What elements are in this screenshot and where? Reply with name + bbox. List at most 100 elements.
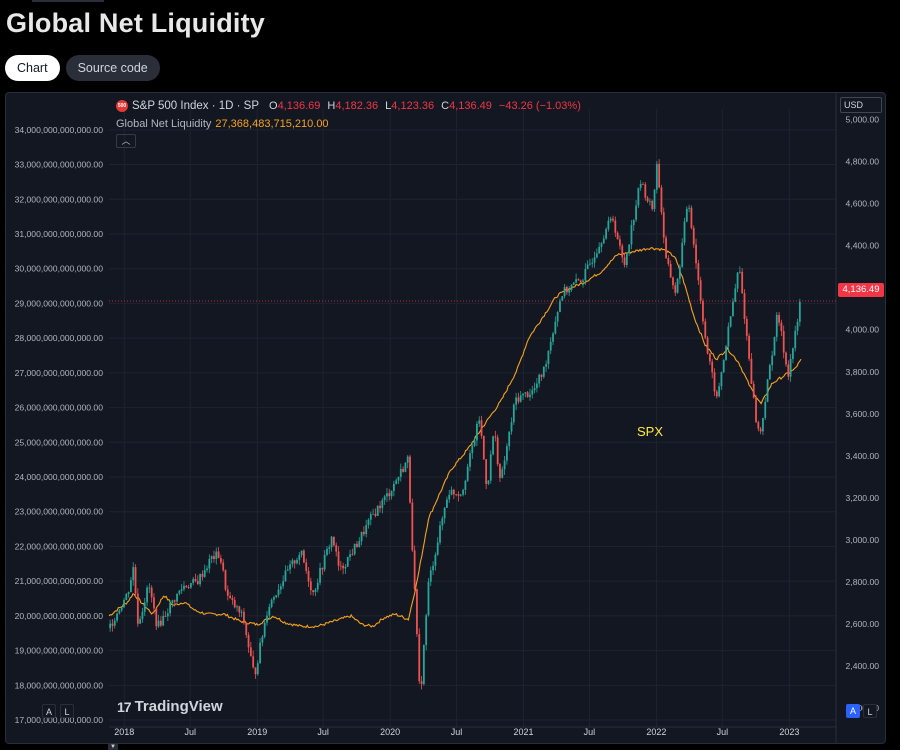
candle-body	[432, 565, 434, 571]
candle-body	[526, 392, 529, 398]
candle-body	[365, 525, 368, 535]
right-axis-tick-3: 4,400.00	[846, 241, 880, 251]
right-axis-tick-14: 2,200.00	[846, 703, 880, 713]
candle-body	[752, 383, 755, 398]
candle-body	[289, 564, 291, 570]
tradingview-logo[interactable]: 17 TradingView	[117, 698, 223, 715]
candle-body	[478, 420, 481, 424]
candle-body	[143, 602, 146, 612]
candle-body	[642, 184, 644, 185]
candle-body	[517, 397, 520, 402]
candle-body	[429, 570, 432, 582]
time-axis-tick-9: Jul	[717, 727, 729, 737]
candle-body	[651, 200, 654, 210]
candle-body	[635, 205, 637, 220]
candle-body	[524, 392, 527, 394]
candle-body	[598, 246, 601, 254]
candle-body	[575, 279, 577, 283]
left-axis-tick-5: 29,000,000,000,000.00	[15, 298, 104, 308]
left-axis-tick-4: 30,000,000,000,000.00	[15, 264, 104, 274]
right-auto-scale-button[interactable]: A	[846, 704, 860, 718]
candle-body	[743, 293, 746, 319]
tradingview-mark-icon: 17	[117, 698, 132, 715]
right-axis-tick-6: 3,800.00	[846, 367, 880, 377]
candle-body	[503, 460, 506, 470]
indicator-legend-row[interactable]: Global Net Liquidity 27,368,483,715,210.…	[116, 117, 584, 131]
candle-body	[215, 551, 218, 560]
candle-body	[130, 580, 132, 593]
candle-body	[333, 536, 335, 546]
candle-body	[153, 597, 155, 609]
left-auto-scale-button[interactable]: A	[42, 704, 56, 718]
candle-body	[469, 453, 471, 467]
candle-body	[219, 558, 222, 563]
left-axis-tick-17: 17,000,000,000,000.00	[15, 715, 104, 725]
tab-source-code[interactable]: Source code	[65, 55, 160, 81]
candle-body	[231, 598, 234, 601]
candle-body	[164, 615, 167, 617]
candle-body	[328, 547, 331, 549]
candle-body	[522, 393, 524, 396]
candle-body	[690, 207, 693, 228]
right-axis-tick-5: 4,000.00	[846, 325, 880, 335]
candle-body	[780, 322, 783, 332]
right-log-scale-button[interactable]: L	[863, 704, 877, 718]
candle-body	[351, 554, 354, 556]
candle-body	[116, 613, 118, 621]
candle-body	[298, 555, 301, 560]
candle-body	[196, 580, 199, 585]
candle-body	[547, 350, 550, 365]
candle-body	[293, 560, 296, 564]
candle-body	[367, 519, 370, 526]
chart-canvas[interactable]: 34,000,000,000,000.00 33,000,000,000,000.…	[6, 93, 886, 744]
candle-body	[132, 567, 135, 581]
left-axis-tick-3: 31,000,000,000,000.00	[15, 229, 104, 239]
candle-body	[459, 494, 462, 496]
price-change: −43.26 (−1.03%)	[498, 100, 581, 112]
candle-body	[252, 656, 255, 668]
candle-body	[178, 590, 181, 594]
currency-button[interactable]: USD	[840, 97, 882, 113]
candle-body	[787, 364, 790, 377]
candle-body	[316, 582, 319, 590]
candle-body	[150, 587, 153, 598]
chevron-down-icon[interactable]: ▼	[108, 744, 118, 750]
candle-body	[667, 258, 670, 264]
candle-body	[326, 548, 328, 555]
candle-body	[434, 554, 437, 566]
candle-body	[217, 551, 220, 559]
tab-chart[interactable]: Chart	[5, 55, 60, 81]
left-log-scale-button[interactable]: L	[60, 704, 74, 718]
candle-body	[273, 597, 275, 600]
candle-body	[342, 565, 345, 569]
candle-body	[565, 286, 568, 293]
candle-body	[496, 437, 499, 465]
candle-body	[766, 379, 769, 402]
symbol-legend-row[interactable]: 500 S&P 500 Index · 1D · SP O4,136.69 H4…	[116, 99, 584, 113]
candle-body	[662, 212, 665, 238]
candle-body	[134, 567, 137, 594]
right-price-axis: 5,000.004,800.004,600.004,400.004,200.00…	[835, 93, 880, 743]
candle-body	[471, 445, 474, 454]
candle-body	[741, 271, 744, 294]
candle-body	[229, 595, 231, 599]
chevron-up-icon[interactable]: ︿	[116, 134, 136, 148]
candle-body	[141, 611, 144, 620]
candle-body	[455, 494, 458, 495]
candle-body	[775, 314, 778, 337]
candle-body	[390, 491, 393, 497]
candle-body	[538, 374, 541, 384]
candle-body	[139, 619, 142, 624]
chart-container[interactable]: 34,000,000,000,000.00 33,000,000,000,000.…	[5, 92, 886, 744]
candle-body	[171, 600, 174, 604]
candle-body	[778, 314, 780, 323]
candle-body	[782, 331, 785, 353]
symbol-title[interactable]: S&P 500 Index · 1D · SP	[132, 100, 259, 112]
candle-body	[637, 187, 640, 206]
candle-body	[314, 589, 317, 593]
candle-body	[688, 207, 691, 209]
right-axis-tick-12: 2,600.00	[846, 619, 880, 629]
candle-body	[353, 543, 356, 555]
left-axis-tick-8: 26,000,000,000,000.00	[15, 403, 104, 413]
left-axis-tick-11: 23,000,000,000,000.00	[15, 507, 104, 517]
